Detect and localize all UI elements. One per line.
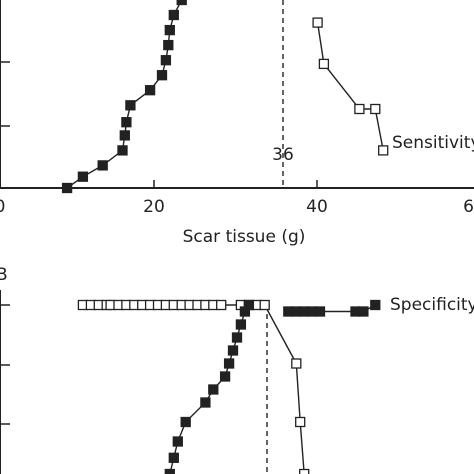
panel-a-series-0-point — [318, 58, 330, 70]
panel-b-series-1-line — [82, 304, 305, 474]
panel-b: B Specificity — [0, 265, 474, 474]
panel-a-series-0-line — [316, 22, 384, 151]
panel-a-x-tick-label: 40 — [306, 197, 328, 217]
panel-a-marks — [61, 0, 389, 194]
panel-a-series-1-point — [121, 117, 132, 128]
panel-b-series-2-point — [223, 358, 235, 369]
panel-b-series-2-point — [208, 384, 219, 395]
panel-a-series-1-point — [77, 171, 89, 182]
panel-a-series-1-line — [66, 0, 183, 189]
panel-a-x-tick-label: 60 — [463, 197, 474, 217]
panel-b-series-0-point — [314, 306, 326, 317]
panel-a-series-1-point — [119, 130, 130, 141]
panel-a-series-1-point — [160, 55, 172, 66]
panel-a-series-0-point — [378, 145, 389, 156]
panel-a-series-0-point — [370, 103, 381, 115]
panel-a-series-1-point — [176, 0, 187, 6]
panel-a-series-0-point — [312, 17, 323, 28]
panel-a-series-1-point — [97, 160, 108, 171]
panel-b-series-2-point — [164, 468, 175, 474]
panel-a-x-axis-label: Scar tissue (g) — [183, 227, 306, 247]
panel-a-cutoff-label: 36 — [272, 145, 294, 165]
panel-b-series-2-point — [231, 332, 243, 343]
panel-a-x-tick-label: 0 — [0, 197, 5, 217]
panel-b-series-1-point — [259, 299, 270, 311]
panel-a-sensitivity-legend: Sensitivity — [392, 133, 474, 153]
panel-b-series-1-point — [299, 468, 310, 474]
panel-a-series-0-point — [354, 103, 365, 115]
panel-b-series-1-point — [295, 416, 306, 428]
panel-b-series-2-point — [243, 299, 255, 311]
panel-a-x-tick-label: 20 — [143, 197, 165, 217]
panel-b-specificity-legend: Specificity — [390, 295, 474, 315]
panel-a-series-1-point — [156, 70, 168, 81]
panel-b-series-2-point — [180, 416, 191, 428]
panel-b-series-0-point — [370, 299, 381, 311]
panel-a-series-1-point — [164, 24, 175, 36]
panel-b-series-2-point — [172, 436, 183, 447]
panel-b-series-2-point — [168, 452, 179, 463]
panel-a: 0 20 40 60 Scar tissue (g) 36 Sensitivit… — [0, 0, 474, 247]
panel-b-series-1-point — [216, 299, 227, 311]
panel-b-series-1-point — [291, 358, 302, 369]
panel-b-series-2-point — [200, 397, 211, 408]
panel-b-series-2-point — [235, 319, 247, 330]
panel-a-series-1-point — [163, 39, 174, 51]
panel-b-series-2-point — [227, 345, 239, 356]
panel-b-marks — [77, 299, 381, 474]
panel-b-series-0-point — [358, 306, 369, 317]
panel-a-series-1-point — [168, 9, 179, 21]
panel-a-series-1-point — [144, 85, 156, 96]
panel-b-label: B — [0, 265, 8, 285]
panel-a-series-1-point — [125, 100, 136, 111]
panel-b-series-2-point — [219, 371, 231, 382]
panel-a-series-1-point — [61, 182, 73, 194]
panel-a-series-1-point — [117, 145, 128, 156]
